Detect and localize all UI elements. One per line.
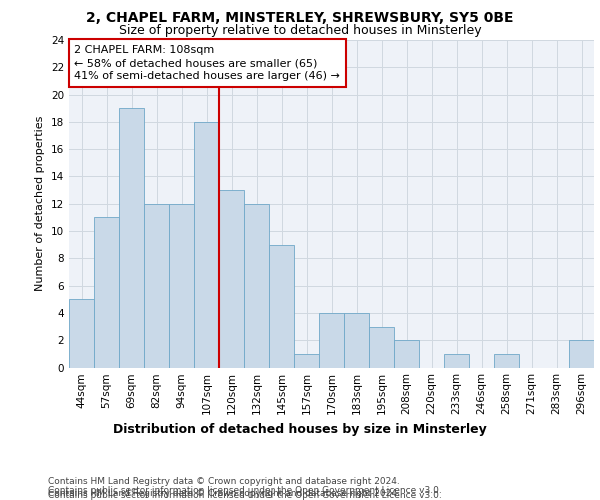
- Bar: [494, 354, 519, 368]
- Bar: [319, 313, 344, 368]
- Bar: [344, 313, 369, 368]
- Bar: [444, 354, 469, 368]
- Bar: [144, 204, 169, 368]
- Bar: [194, 122, 219, 368]
- Bar: [294, 354, 319, 368]
- Bar: [94, 218, 119, 368]
- Bar: [269, 244, 294, 368]
- Y-axis label: Number of detached properties: Number of detached properties: [35, 116, 46, 292]
- Bar: [219, 190, 244, 368]
- Bar: [69, 300, 94, 368]
- Bar: [119, 108, 144, 368]
- Bar: [569, 340, 594, 367]
- Bar: [244, 204, 269, 368]
- Text: Contains HM Land Registry data © Crown copyright and database right 2024.: Contains HM Land Registry data © Crown c…: [48, 488, 400, 498]
- Text: Contains HM Land Registry data © Crown copyright and database right 2024.: Contains HM Land Registry data © Crown c…: [48, 478, 400, 486]
- Bar: [394, 340, 419, 367]
- Text: 2 CHAPEL FARM: 108sqm
← 58% of detached houses are smaller (65)
41% of semi-deta: 2 CHAPEL FARM: 108sqm ← 58% of detached …: [74, 45, 340, 82]
- Bar: [169, 204, 194, 368]
- Text: Contains public sector information licensed under the Open Government Licence v3: Contains public sector information licen…: [48, 486, 442, 495]
- Text: Size of property relative to detached houses in Minsterley: Size of property relative to detached ho…: [119, 24, 481, 37]
- Bar: [369, 326, 394, 368]
- Text: Contains public sector information licensed under the Open Government Licence v3: Contains public sector information licen…: [48, 491, 442, 500]
- Text: 2, CHAPEL FARM, MINSTERLEY, SHREWSBURY, SY5 0BE: 2, CHAPEL FARM, MINSTERLEY, SHREWSBURY, …: [86, 11, 514, 25]
- Text: Distribution of detached houses by size in Minsterley: Distribution of detached houses by size …: [113, 422, 487, 436]
